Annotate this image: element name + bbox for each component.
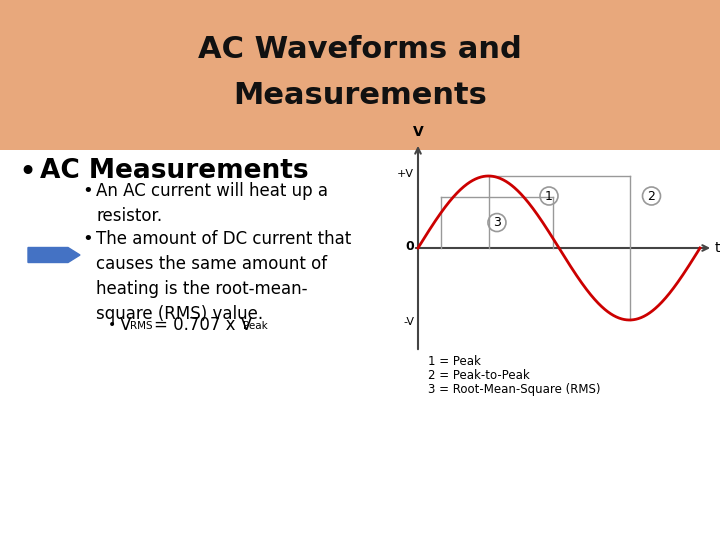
Text: 2: 2 xyxy=(647,190,655,202)
Text: +V: +V xyxy=(397,169,414,179)
Text: 1 = Peak: 1 = Peak xyxy=(428,355,481,368)
Text: Measurements: Measurements xyxy=(233,80,487,110)
Text: An AC current will heat up a
resistor.: An AC current will heat up a resistor. xyxy=(96,182,328,225)
Text: 3: 3 xyxy=(493,216,501,229)
Text: •: • xyxy=(108,318,116,332)
Text: The amount of DC current that
causes the same amount of
heating is the root-mean: The amount of DC current that causes the… xyxy=(96,230,351,323)
Text: •: • xyxy=(82,230,93,248)
Text: AC Measurements: AC Measurements xyxy=(40,158,309,184)
Text: 2 = Peak-to-Peak: 2 = Peak-to-Peak xyxy=(428,369,530,382)
FancyArrow shape xyxy=(28,247,80,262)
Bar xyxy=(0,0,720,150)
Text: V: V xyxy=(120,316,131,334)
Text: •: • xyxy=(82,182,93,200)
Text: 0: 0 xyxy=(405,240,414,253)
Text: RMS: RMS xyxy=(130,321,153,331)
Text: t: t xyxy=(715,241,720,255)
Text: Peak: Peak xyxy=(243,321,268,331)
Text: V: V xyxy=(413,125,423,139)
Text: AC Waveforms and: AC Waveforms and xyxy=(198,36,522,64)
Text: -V: -V xyxy=(403,317,414,327)
Text: 3 = Root-Mean-Square (RMS): 3 = Root-Mean-Square (RMS) xyxy=(428,383,600,396)
Text: = 0.707 x V: = 0.707 x V xyxy=(154,316,252,334)
Text: 1: 1 xyxy=(545,190,553,202)
Text: •: • xyxy=(18,158,36,187)
